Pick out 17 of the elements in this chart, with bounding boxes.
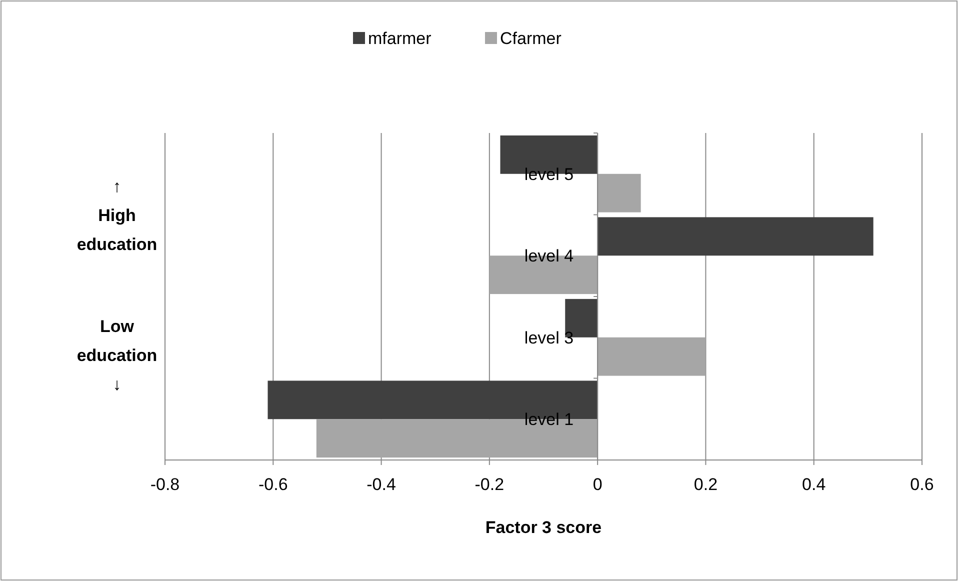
text: ↑ High education <box>76 177 158 254</box>
bar <box>598 217 874 256</box>
legend-label: mfarmer <box>368 29 432 48</box>
bar <box>598 174 641 212</box>
x-axis-title: Factor 3 score <box>485 518 602 537</box>
x-tick-label: -0.4 <box>366 475 396 494</box>
text: Low education ↓ <box>76 317 158 394</box>
x-tick-label: 0 <box>592 475 602 494</box>
x-tick-label: -0.8 <box>150 475 180 494</box>
x-tick-label: 0.4 <box>802 475 826 494</box>
x-tick-label: -0.2 <box>474 475 504 494</box>
x-tick-label: -0.6 <box>258 475 288 494</box>
bar <box>598 337 706 376</box>
x-tick-label: 0.2 <box>694 475 718 494</box>
y-tick-label: level 4 <box>524 246 574 266</box>
legend-label: Cfarmer <box>500 29 562 48</box>
x-tick-label: 0.6 <box>910 475 934 494</box>
